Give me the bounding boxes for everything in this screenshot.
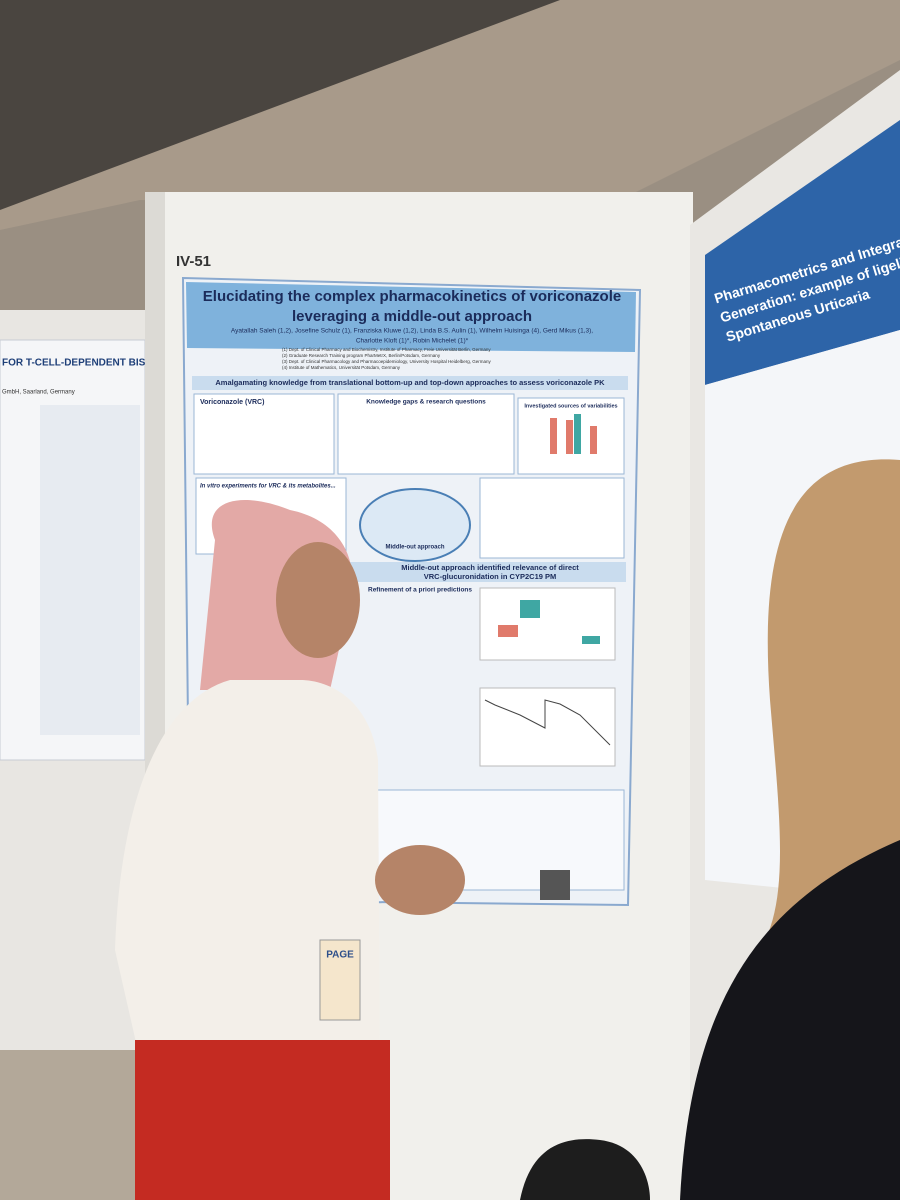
- left-poster-content: [40, 405, 140, 735]
- section-heading: Amalgamating knowledge from translationa…: [215, 378, 605, 387]
- poster-figure: [566, 420, 573, 454]
- badge-text: PAGE: [326, 950, 354, 961]
- section-heading: VRC-glucuronidation in CYP2C19 PM: [424, 572, 557, 581]
- affiliation: (2) Graduate Research Training program P…: [282, 353, 441, 358]
- blouse: [115, 680, 380, 1060]
- name-badge: [319, 939, 361, 1021]
- diagram: [359, 488, 471, 562]
- poster-figure: [590, 426, 597, 454]
- poster-authors: Ayatallah Saleh (1,2), Josefine Schulz (…: [231, 328, 593, 335]
- board-label: IV-51: [176, 253, 211, 270]
- ceiling-dark: [0, 0, 560, 210]
- box-title: Investigated sources of variabilities: [524, 403, 617, 409]
- poster-title: Elucidating the complex pharmacokinetics…: [203, 288, 621, 305]
- affiliation: (1) Dept. of Clinical Pharmacy and Bioch…: [282, 347, 491, 352]
- face: [276, 542, 360, 658]
- box-title: Voriconazole (VRC): [200, 399, 264, 406]
- box-title: Knowledge gaps & research questions: [366, 399, 486, 406]
- section-bar: [192, 376, 628, 390]
- affiliation: (4) Institute of Mathematics, Universitä…: [282, 365, 401, 370]
- section-heading: Middle-out approach identified relevance…: [401, 563, 579, 572]
- listener-clothing: [680, 840, 900, 1200]
- diagram-label: Middle-out approach: [386, 545, 445, 551]
- skirt: [135, 1040, 390, 1200]
- poster-figure: [574, 414, 581, 454]
- hands: [375, 845, 465, 915]
- poster-line: [484, 699, 611, 746]
- bag: [520, 1139, 650, 1200]
- poster-authors: Charlotte Kloft (1)*, Robin Michelet (1)…: [356, 338, 469, 345]
- affiliation: (3) Dept. of Clinical Pharmacology and P…: [282, 359, 492, 364]
- poster-chart: [479, 687, 616, 767]
- poster-figure: [498, 625, 518, 637]
- hair: [760, 459, 900, 950]
- subheading: Refinement of a priori predictions: [368, 587, 472, 594]
- section-bar: [350, 562, 626, 582]
- left-poster-company: GmbH, Saarland, Germany: [2, 390, 75, 396]
- box: [479, 477, 625, 559]
- poster-figure: [550, 418, 557, 454]
- box: [337, 393, 515, 475]
- box: [193, 393, 335, 475]
- poster-header: [186, 282, 636, 352]
- qr-code: [540, 870, 570, 900]
- poster-chart: [479, 587, 616, 661]
- poster-figure: [582, 636, 600, 644]
- poster-title: leveraging a middle-out approach: [292, 308, 532, 325]
- left-poster-title: FOR T-CELL-DEPENDENT BISPECIFIC: [2, 358, 185, 369]
- poster-figure: [520, 600, 540, 618]
- box-title: In vitro experiments for VRC & its metab…: [200, 484, 336, 490]
- right-poster-header: [705, 120, 900, 385]
